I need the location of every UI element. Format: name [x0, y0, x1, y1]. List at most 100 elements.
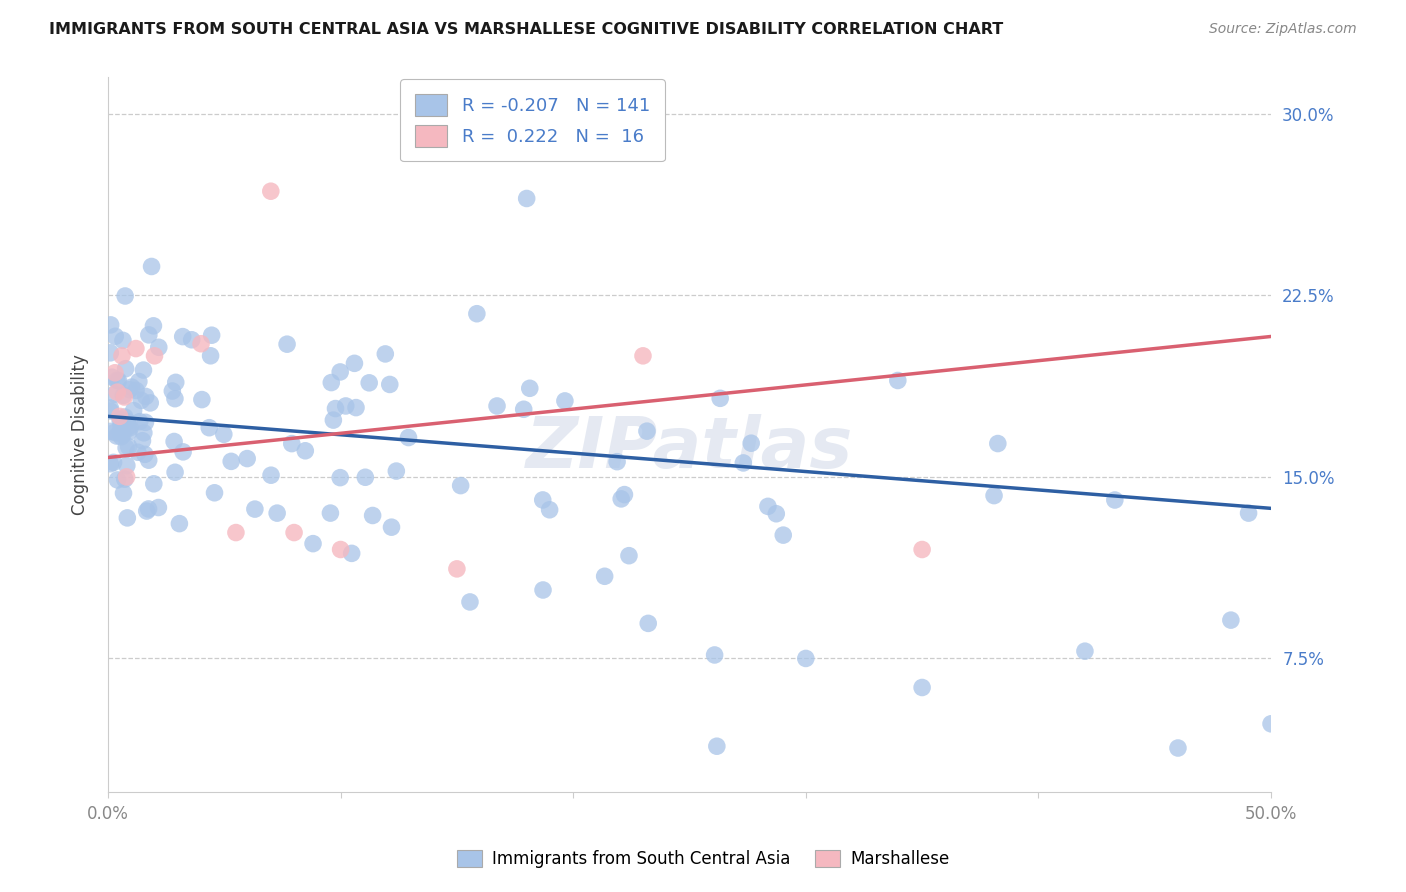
- Immigrants from South Central Asia: [122, 403, 145, 417]
- Immigrants from South Central Asia: [114, 410, 136, 425]
- Immigrants from South Central Asia: [983, 489, 1005, 503]
- Marshallese: [105, 385, 128, 400]
- Immigrants from South Central Asia: [204, 485, 226, 500]
- Immigrants from South Central Asia: [107, 374, 129, 388]
- Immigrants from South Central Asia: [110, 412, 132, 426]
- Immigrants from South Central Asia: [117, 511, 139, 525]
- Immigrants from South Central Asia: [103, 455, 125, 469]
- Immigrants from South Central Asia: [465, 307, 488, 321]
- Immigrants from South Central Asia: [610, 491, 633, 506]
- Immigrants from South Central Asia: [128, 415, 150, 429]
- Immigrants from South Central Asia: [458, 595, 481, 609]
- Immigrants from South Central Asia: [98, 425, 121, 439]
- Immigrants from South Central Asia: [617, 549, 640, 563]
- Immigrants from South Central Asia: [98, 346, 121, 360]
- Immigrants from South Central Asia: [117, 414, 139, 428]
- Immigrants from South Central Asia: [1219, 613, 1241, 627]
- Immigrants from South Central Asia: [733, 456, 755, 470]
- Immigrants from South Central Asia: [887, 374, 910, 388]
- Immigrants from South Central Asia: [139, 396, 162, 410]
- Immigrants from South Central Asia: [219, 454, 242, 468]
- Immigrants from South Central Asia: [98, 401, 121, 415]
- Immigrants from South Central Asia: [911, 681, 934, 695]
- Immigrants from South Central Asia: [340, 546, 363, 560]
- Immigrants from South Central Asia: [101, 370, 124, 384]
- Immigrants from South Central Asia: [114, 472, 136, 486]
- Immigrants from South Central Asia: [200, 349, 222, 363]
- Immigrants from South Central Asia: [112, 417, 135, 431]
- Immigrants from South Central Asia: [107, 473, 129, 487]
- Immigrants from South Central Asia: [142, 476, 165, 491]
- Immigrants from South Central Asia: [162, 384, 184, 398]
- Immigrants from South Central Asia: [294, 443, 316, 458]
- Immigrants from South Central Asia: [148, 500, 170, 515]
- Immigrants from South Central Asia: [128, 375, 150, 389]
- Marshallese: [112, 390, 135, 404]
- Immigrants from South Central Asia: [706, 739, 728, 754]
- Legend: R = -0.207   N = 141, R =  0.222   N =  16: R = -0.207 N = 141, R = 0.222 N = 16: [401, 79, 665, 161]
- Immigrants from South Central Asia: [260, 468, 283, 483]
- Immigrants from South Central Asia: [191, 392, 214, 407]
- Immigrants from South Central Asia: [169, 516, 191, 531]
- Immigrants from South Central Asia: [325, 401, 347, 416]
- Immigrants from South Central Asia: [98, 404, 121, 418]
- Immigrants from South Central Asia: [636, 424, 658, 438]
- Immigrants from South Central Asia: [1237, 506, 1260, 520]
- Immigrants from South Central Asia: [118, 425, 141, 439]
- Immigrants from South Central Asia: [703, 648, 725, 662]
- Immigrants from South Central Asia: [987, 436, 1010, 450]
- Immigrants from South Central Asia: [450, 478, 472, 492]
- Immigrants from South Central Asia: [198, 420, 221, 434]
- Immigrants from South Central Asia: [131, 434, 153, 448]
- Immigrants from South Central Asia: [765, 507, 787, 521]
- Immigrants from South Central Asia: [112, 388, 135, 402]
- Immigrants from South Central Asia: [756, 500, 779, 514]
- Immigrants from South Central Asia: [127, 445, 149, 459]
- Immigrants from South Central Asia: [114, 289, 136, 303]
- Immigrants from South Central Asia: [486, 399, 509, 413]
- Immigrants from South Central Asia: [148, 340, 170, 354]
- Immigrants from South Central Asia: [138, 502, 160, 516]
- Immigrants from South Central Asia: [276, 337, 298, 351]
- Marshallese: [125, 342, 148, 356]
- Immigrants from South Central Asia: [141, 260, 163, 274]
- Immigrants from South Central Asia: [172, 329, 194, 343]
- Text: IMMIGRANTS FROM SOUTH CENTRAL ASIA VS MARSHALLESE COGNITIVE DISABILITY CORRELATI: IMMIGRANTS FROM SOUTH CENTRAL ASIA VS MA…: [49, 22, 1004, 37]
- Immigrants from South Central Asia: [212, 427, 235, 442]
- Immigrants from South Central Asia: [117, 440, 139, 454]
- Immigrants from South Central Asia: [354, 470, 377, 484]
- Marshallese: [911, 542, 934, 557]
- Immigrants from South Central Asia: [134, 447, 156, 461]
- Marshallese: [225, 525, 247, 540]
- Immigrants from South Central Asia: [105, 429, 128, 443]
- Immigrants from South Central Asia: [344, 401, 367, 415]
- Immigrants from South Central Asia: [1104, 493, 1126, 508]
- Immigrants from South Central Asia: [321, 376, 343, 390]
- Immigrants from South Central Asia: [243, 502, 266, 516]
- Immigrants from South Central Asia: [329, 365, 352, 379]
- Immigrants from South Central Asia: [519, 381, 541, 395]
- Immigrants from South Central Asia: [129, 393, 152, 408]
- Immigrants from South Central Asia: [281, 436, 304, 450]
- Immigrants from South Central Asia: [531, 492, 554, 507]
- Immigrants from South Central Asia: [112, 486, 135, 500]
- Marshallese: [115, 470, 138, 484]
- Immigrants from South Central Asia: [709, 392, 731, 406]
- Immigrants from South Central Asia: [138, 453, 160, 467]
- Immigrants from South Central Asia: [165, 465, 187, 479]
- Marshallese: [143, 349, 166, 363]
- Marshallese: [104, 366, 127, 380]
- Immigrants from South Central Asia: [110, 419, 132, 434]
- Immigrants from South Central Asia: [135, 389, 157, 403]
- Immigrants from South Central Asia: [165, 376, 187, 390]
- Immigrants from South Central Asia: [105, 373, 128, 387]
- Immigrants from South Central Asia: [132, 425, 155, 440]
- Immigrants from South Central Asia: [132, 363, 155, 377]
- Marshallese: [190, 336, 212, 351]
- Marshallese: [283, 525, 305, 540]
- Immigrants from South Central Asia: [374, 347, 396, 361]
- Immigrants from South Central Asia: [322, 413, 344, 427]
- Immigrants from South Central Asia: [538, 503, 561, 517]
- Immigrants from South Central Asia: [772, 528, 794, 542]
- Marshallese: [329, 542, 352, 557]
